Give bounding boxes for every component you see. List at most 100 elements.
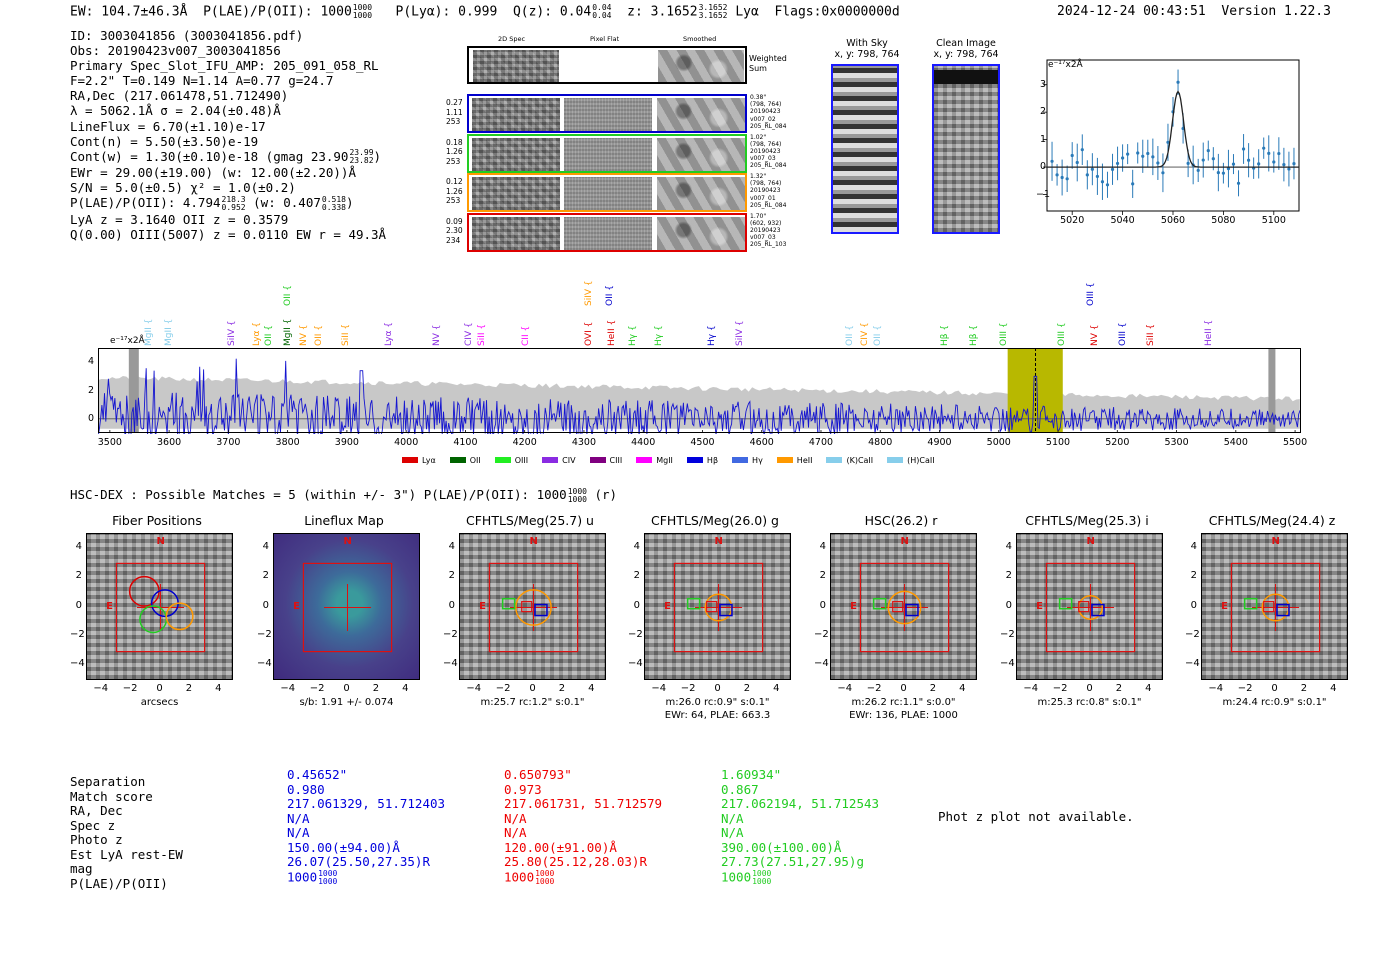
cutout-flat-3 bbox=[564, 177, 652, 210]
info-contn: Cont(n) = 5.50(±3.50)e-19 bbox=[70, 133, 259, 149]
match-value-text: 27.73(27.51,27.95)g bbox=[721, 854, 864, 869]
match-value-text: 1.60934" bbox=[721, 767, 782, 782]
line-label-hγ: Hγ { bbox=[654, 325, 664, 346]
zoom-point bbox=[1216, 170, 1220, 175]
hsc-ytick: −2 bbox=[257, 628, 272, 640]
info-contw: Cont(w) = 1.30(±0.10)e-18 (gmag 23.90 bbox=[70, 148, 349, 164]
match-value-text: 0.867 bbox=[721, 781, 759, 797]
aperture-box bbox=[859, 562, 950, 653]
hsc-xtick: −2 bbox=[122, 683, 138, 694]
match-value-text: 25.80(25.12,28.03)R bbox=[504, 854, 647, 869]
line-label-civ: CIV { bbox=[464, 322, 474, 346]
weighted-sum-label: Weighted Sum bbox=[749, 54, 787, 73]
match-value: 1.60934" bbox=[721, 767, 879, 783]
header-right: 2024-12-24 00:43:51 Version 1.22.3 bbox=[1057, 4, 1331, 19]
match-square-green bbox=[1243, 597, 1258, 610]
spec-xtick: 4700 bbox=[808, 437, 834, 448]
north-marker: N bbox=[529, 536, 538, 547]
hsc-ytick: −2 bbox=[1000, 628, 1015, 640]
line-label-hγ: Hγ { bbox=[628, 325, 638, 346]
zoom-point bbox=[1110, 167, 1115, 171]
spec-xtick: 3700 bbox=[216, 437, 241, 448]
match-value: 27.73(27.51,27.95)g bbox=[721, 854, 879, 870]
cutout-2d-1 bbox=[472, 98, 560, 131]
legend-label: CIV bbox=[562, 455, 576, 465]
cutout-row-2 bbox=[467, 133, 747, 173]
hsc-xtick: −4 bbox=[837, 683, 853, 694]
zoom-xtick: 5100 bbox=[1261, 215, 1286, 226]
hsc-ytick: −2 bbox=[1185, 628, 1200, 640]
zoom-point bbox=[1146, 151, 1150, 156]
zoom-point bbox=[1095, 174, 1099, 179]
match-value-text: 1000 bbox=[721, 869, 752, 884]
match-value: 26.07(25.50,27.35)R bbox=[287, 854, 445, 870]
match-frac-hi: 1000 bbox=[318, 868, 338, 878]
hsc-overlay-5 bbox=[859, 562, 950, 653]
spec-flux bbox=[98, 358, 1301, 434]
zoom-ytick: −1 bbox=[1036, 188, 1051, 200]
legend-item: (K)CaII bbox=[826, 456, 873, 465]
match-value: 390.00(±100.00)Å bbox=[721, 839, 879, 856]
legend-label: CIII bbox=[609, 455, 623, 465]
hsc-xtick: 2 bbox=[1115, 683, 1123, 694]
hsc-ytick: −4 bbox=[628, 658, 643, 670]
hsc-xtick: 4 bbox=[588, 683, 595, 694]
cutout-meta-line: 1.32" bbox=[750, 173, 767, 180]
line-label-nv: NV { bbox=[1090, 324, 1100, 346]
spec-xtick: 4800 bbox=[868, 437, 893, 448]
hsc-xtick: −4 bbox=[466, 683, 482, 694]
hsc-panel-title-6: CFHTLS/Meg(25.3) i bbox=[1025, 513, 1149, 528]
legend-swatch bbox=[542, 457, 559, 463]
zoom-unit: e⁻¹⁷x2Å bbox=[1048, 60, 1083, 70]
header-z-lo: 3.1652 bbox=[698, 11, 728, 20]
zoom-point bbox=[1186, 161, 1190, 165]
zoom-point bbox=[1085, 173, 1089, 177]
zoom-point bbox=[1115, 161, 1120, 166]
cutout-meta-line: 20190423 bbox=[750, 108, 781, 116]
spec-xtick: 4400 bbox=[631, 437, 656, 448]
spec-xtick: 4900 bbox=[927, 437, 952, 448]
aperture-box bbox=[673, 562, 764, 653]
match-frac: 1000 1000 bbox=[535, 869, 554, 886]
legend-item: MgII bbox=[636, 456, 673, 465]
info-id: ID: 3003041856 (3003041856.pdf) bbox=[70, 28, 304, 43]
cutout-meta-line: (602, 932) bbox=[750, 219, 782, 227]
header-plae-hi: 1000 bbox=[352, 3, 373, 12]
spec-xtick: 5300 bbox=[1164, 437, 1189, 448]
cutout-meta-line: 205_RL_084 bbox=[750, 122, 787, 130]
cutout-stat: 0.27 bbox=[446, 98, 463, 107]
hsc-ytick: 2 bbox=[1005, 570, 1012, 582]
match-value-text: 0.980 bbox=[287, 781, 325, 797]
match-value: N/A bbox=[287, 825, 445, 841]
match-square-blue bbox=[1276, 603, 1290, 617]
zoom-point bbox=[1211, 157, 1215, 161]
weighted-sum-box bbox=[467, 46, 747, 84]
cutout-meta-line: 20190423 bbox=[750, 147, 781, 155]
north-marker: N bbox=[1086, 536, 1095, 547]
zoom-point bbox=[1050, 159, 1054, 163]
zoom-point bbox=[1196, 168, 1200, 173]
hsc-caption-5: m:26.2 rc:1.1" s:0.0" bbox=[851, 697, 956, 708]
match-value-text: 390.00(±100.00)Å bbox=[721, 839, 842, 855]
weighted-flat bbox=[561, 50, 656, 82]
cutout-stat: 0.09 bbox=[446, 216, 463, 226]
hsc-caption-7: m:24.4 rc:0.9" s:0.1" bbox=[1222, 697, 1327, 708]
legend-item: Lyα bbox=[402, 456, 436, 465]
match-label: Spec z bbox=[70, 817, 116, 833]
hsc-caption-1: arcsecs bbox=[140, 697, 179, 708]
legend-swatch bbox=[589, 457, 606, 463]
cutout-meta-4: 1.70" (602, 932) 20190423 v007_03 205_RL_103 bbox=[750, 213, 786, 249]
zoom-point bbox=[1206, 148, 1210, 153]
match-label: P(LAE)/P(OII) bbox=[70, 875, 168, 891]
hsc-ytick: 2 bbox=[633, 570, 640, 582]
line-label-nv: NV { bbox=[432, 324, 442, 346]
cutout-row-1 bbox=[467, 94, 747, 133]
line-label-oii: OII { bbox=[314, 325, 324, 346]
zoom-point bbox=[1156, 161, 1160, 165]
legend-swatch bbox=[776, 457, 793, 463]
header-z-line: Lyα bbox=[735, 4, 759, 20]
col-smoothed: Smoothed bbox=[683, 35, 717, 43]
match-square-blue bbox=[905, 603, 919, 617]
hsc-ytick: −4 bbox=[257, 658, 272, 670]
